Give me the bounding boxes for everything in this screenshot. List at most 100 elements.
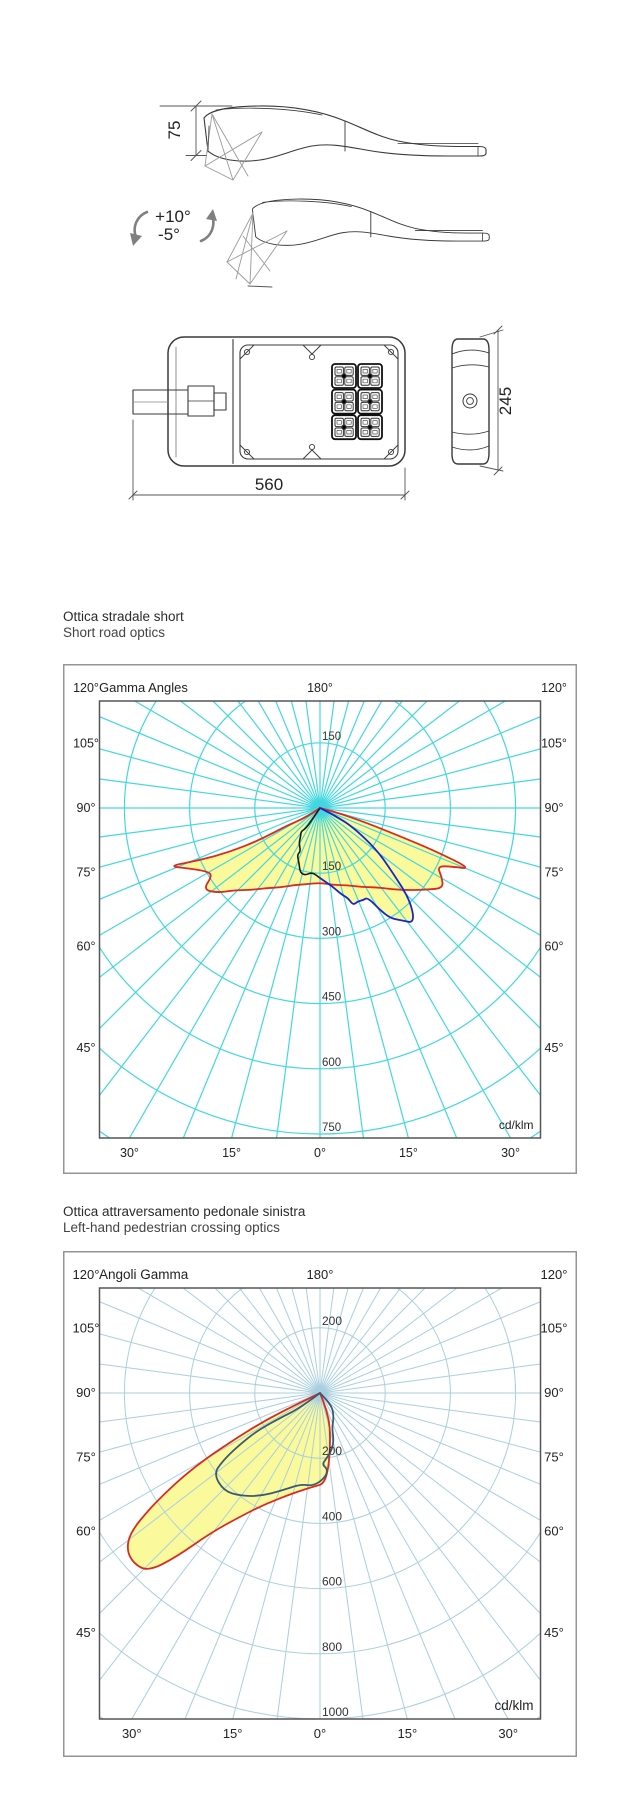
- polar-plot-area: [99, 1288, 541, 1719]
- c-angle-label: 0°: [314, 1146, 326, 1160]
- gamma-corner-label-left: 120°: [73, 681, 99, 695]
- c-angle-label: 30°: [120, 1146, 139, 1160]
- gamma-label-left: 90°: [76, 1385, 96, 1400]
- gamma-label-left: 60°: [76, 1524, 96, 1539]
- led-lens: [334, 366, 344, 376]
- chart1-title: Ottica stradale short: [63, 609, 184, 624]
- tilt-down-label: -5°: [158, 225, 180, 244]
- tilt-up-label: +10°: [155, 207, 191, 226]
- gamma-corner-label-left: 120°: [73, 1267, 100, 1282]
- gamma-label-right: 90°: [545, 801, 564, 815]
- led-lens: [334, 417, 344, 428]
- c-angle-label: 15°: [222, 1146, 241, 1160]
- chart2-title-block: Ottica attraversamento pedonale sinistra…: [63, 1204, 305, 1236]
- ring-label: 200: [322, 1314, 342, 1328]
- end-view-drawing: [451, 338, 490, 465]
- gamma-label-left: 75°: [77, 865, 96, 879]
- c-angle-label: 15°: [399, 1146, 418, 1160]
- gamma-label-left: 105°: [73, 1321, 100, 1336]
- tilt-view-drawing: [251, 198, 490, 246]
- dim-75-label: 75: [165, 121, 184, 140]
- beam-fill: [127, 1393, 331, 1569]
- ring-label: 150: [322, 731, 341, 743]
- plan-view-drawing: [132, 336, 406, 467]
- led-lens: [344, 401, 354, 412]
- screws: [243, 348, 395, 456]
- gamma-corner-label-right: 120°: [541, 681, 567, 695]
- led-lens: [360, 417, 370, 428]
- chart-inner-frame: [98, 1287, 542, 1720]
- tilt-bracket-sketch: [226, 212, 288, 288]
- ring-label: 750: [322, 1122, 341, 1134]
- led-lens: [370, 392, 380, 402]
- gamma-label-left: 75°: [76, 1449, 96, 1464]
- gamma-label-left: 60°: [77, 940, 96, 954]
- led-lens: [334, 376, 344, 386]
- ring-label: 800: [322, 1640, 342, 1654]
- led-lens: [360, 392, 370, 402]
- ring-label: 150: [322, 861, 341, 873]
- ring-label: 200: [322, 1444, 342, 1458]
- led-lens: [360, 376, 370, 386]
- led-array: [331, 363, 383, 441]
- led-lens: [334, 392, 344, 402]
- gamma-legend-label: Gamma Angles: [99, 680, 188, 695]
- dimension-245: [479, 325, 504, 476]
- ring-label: 600: [322, 1057, 341, 1069]
- gamma-corner-label-right: 120°: [541, 1267, 568, 1282]
- dimension-560: [128, 419, 410, 501]
- ring-label: 1000: [322, 1705, 349, 1719]
- technical-drawings: 75 +10° -5°: [128, 100, 515, 501]
- ring-label: 450: [322, 992, 341, 1004]
- polar-diagram-road-optics: 120° Gamma Angles 180° 120°105° 105°90° 90°75…: [63, 664, 577, 1174]
- led-lens: [370, 417, 380, 428]
- arrow-ccw-icon: [130, 233, 142, 246]
- gamma-label-right: 60°: [545, 940, 564, 954]
- pole-bracket-sketch: [204, 113, 263, 181]
- led-lens: [344, 376, 354, 386]
- led-lens: [370, 376, 380, 386]
- tilt-arrows: [130, 209, 217, 246]
- chart-inner-frame: [98, 700, 542, 1139]
- gamma-label-left: 90°: [77, 801, 96, 815]
- dimension-75: [159, 100, 233, 161]
- led-lens: [370, 366, 380, 376]
- gamma-label-right: 60°: [544, 1524, 564, 1539]
- led-lens: [344, 417, 354, 428]
- curve-c-plane-right: [319, 807, 414, 923]
- chart2-title: Ottica attraversamento pedonale sinistra: [63, 1204, 306, 1219]
- led-lens: [360, 427, 370, 437]
- dim-245-label: 245: [496, 387, 515, 415]
- c-angle-label: 0°: [314, 1726, 326, 1741]
- polar-grid: [99, 701, 541, 1138]
- gamma-label-left: 105°: [73, 737, 99, 751]
- curve-c-plane: [215, 1392, 335, 1497]
- axis-180-label: 180°: [307, 681, 333, 695]
- polar-diagram-pedestrian-optics: 120° Angoli Gamma 180° 120°105° 105°90° 90°75…: [63, 1251, 577, 1757]
- led-lens: [344, 427, 354, 437]
- dim-560-label: 560: [255, 475, 283, 494]
- unit-label: cd/klm: [494, 1698, 533, 1713]
- led-lens: [360, 401, 370, 412]
- led-lens: [360, 366, 370, 376]
- polar-grid: [99, 1288, 541, 1719]
- ring-label: 300: [322, 926, 341, 938]
- gamma-label-right: 105°: [541, 737, 567, 751]
- arrow-cw-icon: [206, 209, 217, 221]
- chart2-subtitle: Left-hand pedestrian crossing optics: [63, 1220, 280, 1235]
- c-angle-label: 30°: [501, 1146, 520, 1160]
- gamma-label-right: 75°: [544, 1449, 564, 1464]
- gamma-label-right: 45°: [545, 1041, 564, 1055]
- ring-label: 400: [322, 1509, 342, 1523]
- c-angle-label: 30°: [498, 1726, 518, 1741]
- gamma-label-right: 45°: [544, 1625, 564, 1640]
- c-angle-label: 15°: [398, 1726, 418, 1741]
- ring-label: 600: [322, 1575, 342, 1589]
- gamma-label-right: 90°: [544, 1385, 564, 1400]
- gamma-label-right: 75°: [545, 865, 564, 879]
- led-lens: [334, 401, 344, 412]
- c-angle-label: 15°: [223, 1726, 243, 1741]
- chart1-title-block: Ottica stradale short Short road optics: [63, 609, 184, 641]
- led-lens: [334, 427, 344, 437]
